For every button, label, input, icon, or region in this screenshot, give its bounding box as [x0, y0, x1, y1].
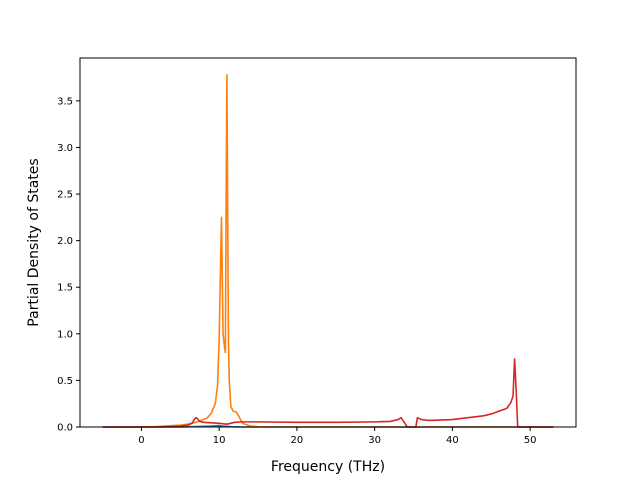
plot-frame — [79, 57, 577, 428]
x-axis-label: Frequency (THz) — [271, 459, 385, 475]
y-tick-label: 2.0 — [57, 236, 73, 247]
x-tick-label: 30 — [368, 435, 381, 446]
x-tick-label: 10 — [213, 435, 226, 446]
series-line-3 — [102, 358, 554, 428]
x-tick-label: 0 — [138, 435, 144, 446]
y-tick-label: 1.0 — [57, 329, 73, 340]
y-tick-label: 3.0 — [57, 143, 73, 154]
x-tick-label: 40 — [446, 435, 459, 446]
y-tick-label: 2.5 — [57, 190, 73, 201]
y-axis: 0.0 0.5 1.0 1.5 2.0 2.5 3.0 3.5 — [57, 96, 80, 434]
x-tick-label: 50 — [524, 435, 537, 446]
x-axis: 0 10 20 30 40 50 — [138, 427, 536, 446]
y-tick-label: 1.5 — [57, 283, 73, 294]
y-tick-label: 0.0 — [57, 423, 73, 434]
y-axis-label: Partial Density of States — [26, 158, 42, 326]
y-tick-label: 3.5 — [57, 96, 73, 107]
y-tick-label: 0.5 — [57, 376, 73, 387]
x-tick-label: 20 — [291, 435, 304, 446]
